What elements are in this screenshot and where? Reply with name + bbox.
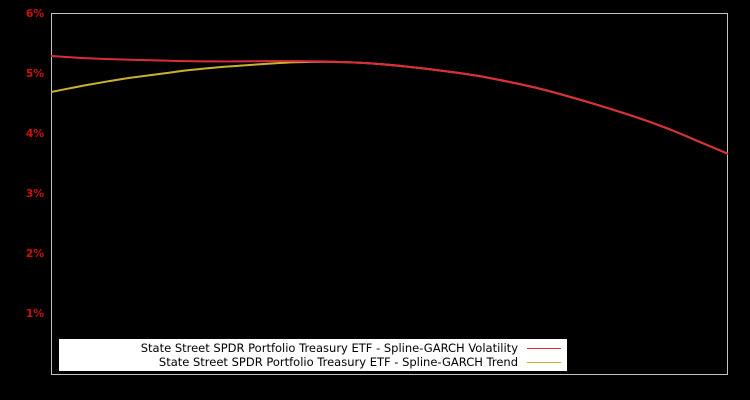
legend-item: State Street SPDR Portfolio Treasury ETF… — [59, 355, 567, 369]
legend-color-swatch-trend — [527, 361, 561, 363]
y-tick-label: 1% — [25, 307, 44, 320]
series-line-volatility — [51, 55, 728, 155]
series-line-trend — [51, 60, 728, 155]
chart-plot — [51, 55, 728, 155]
legend-item-label: State Street SPDR Portfolio Treasury ETF… — [158, 354, 518, 369]
legend-color-swatch-volatility — [527, 347, 561, 349]
y-tick-label: 6% — [25, 7, 44, 20]
y-tick-label: 2% — [25, 247, 44, 260]
y-tick-label: 4% — [25, 127, 44, 140]
legend-item-label: State Street SPDR Portfolio Treasury ETF… — [140, 340, 518, 355]
legend-item: State Street SPDR Portfolio Treasury ETF… — [59, 341, 567, 355]
y-tick-label: 5% — [25, 67, 44, 80]
chart-legend: State Street SPDR Portfolio Treasury ETF… — [59, 339, 567, 371]
y-tick-label: 3% — [25, 187, 44, 200]
plot-area-frame — [51, 13, 728, 375]
